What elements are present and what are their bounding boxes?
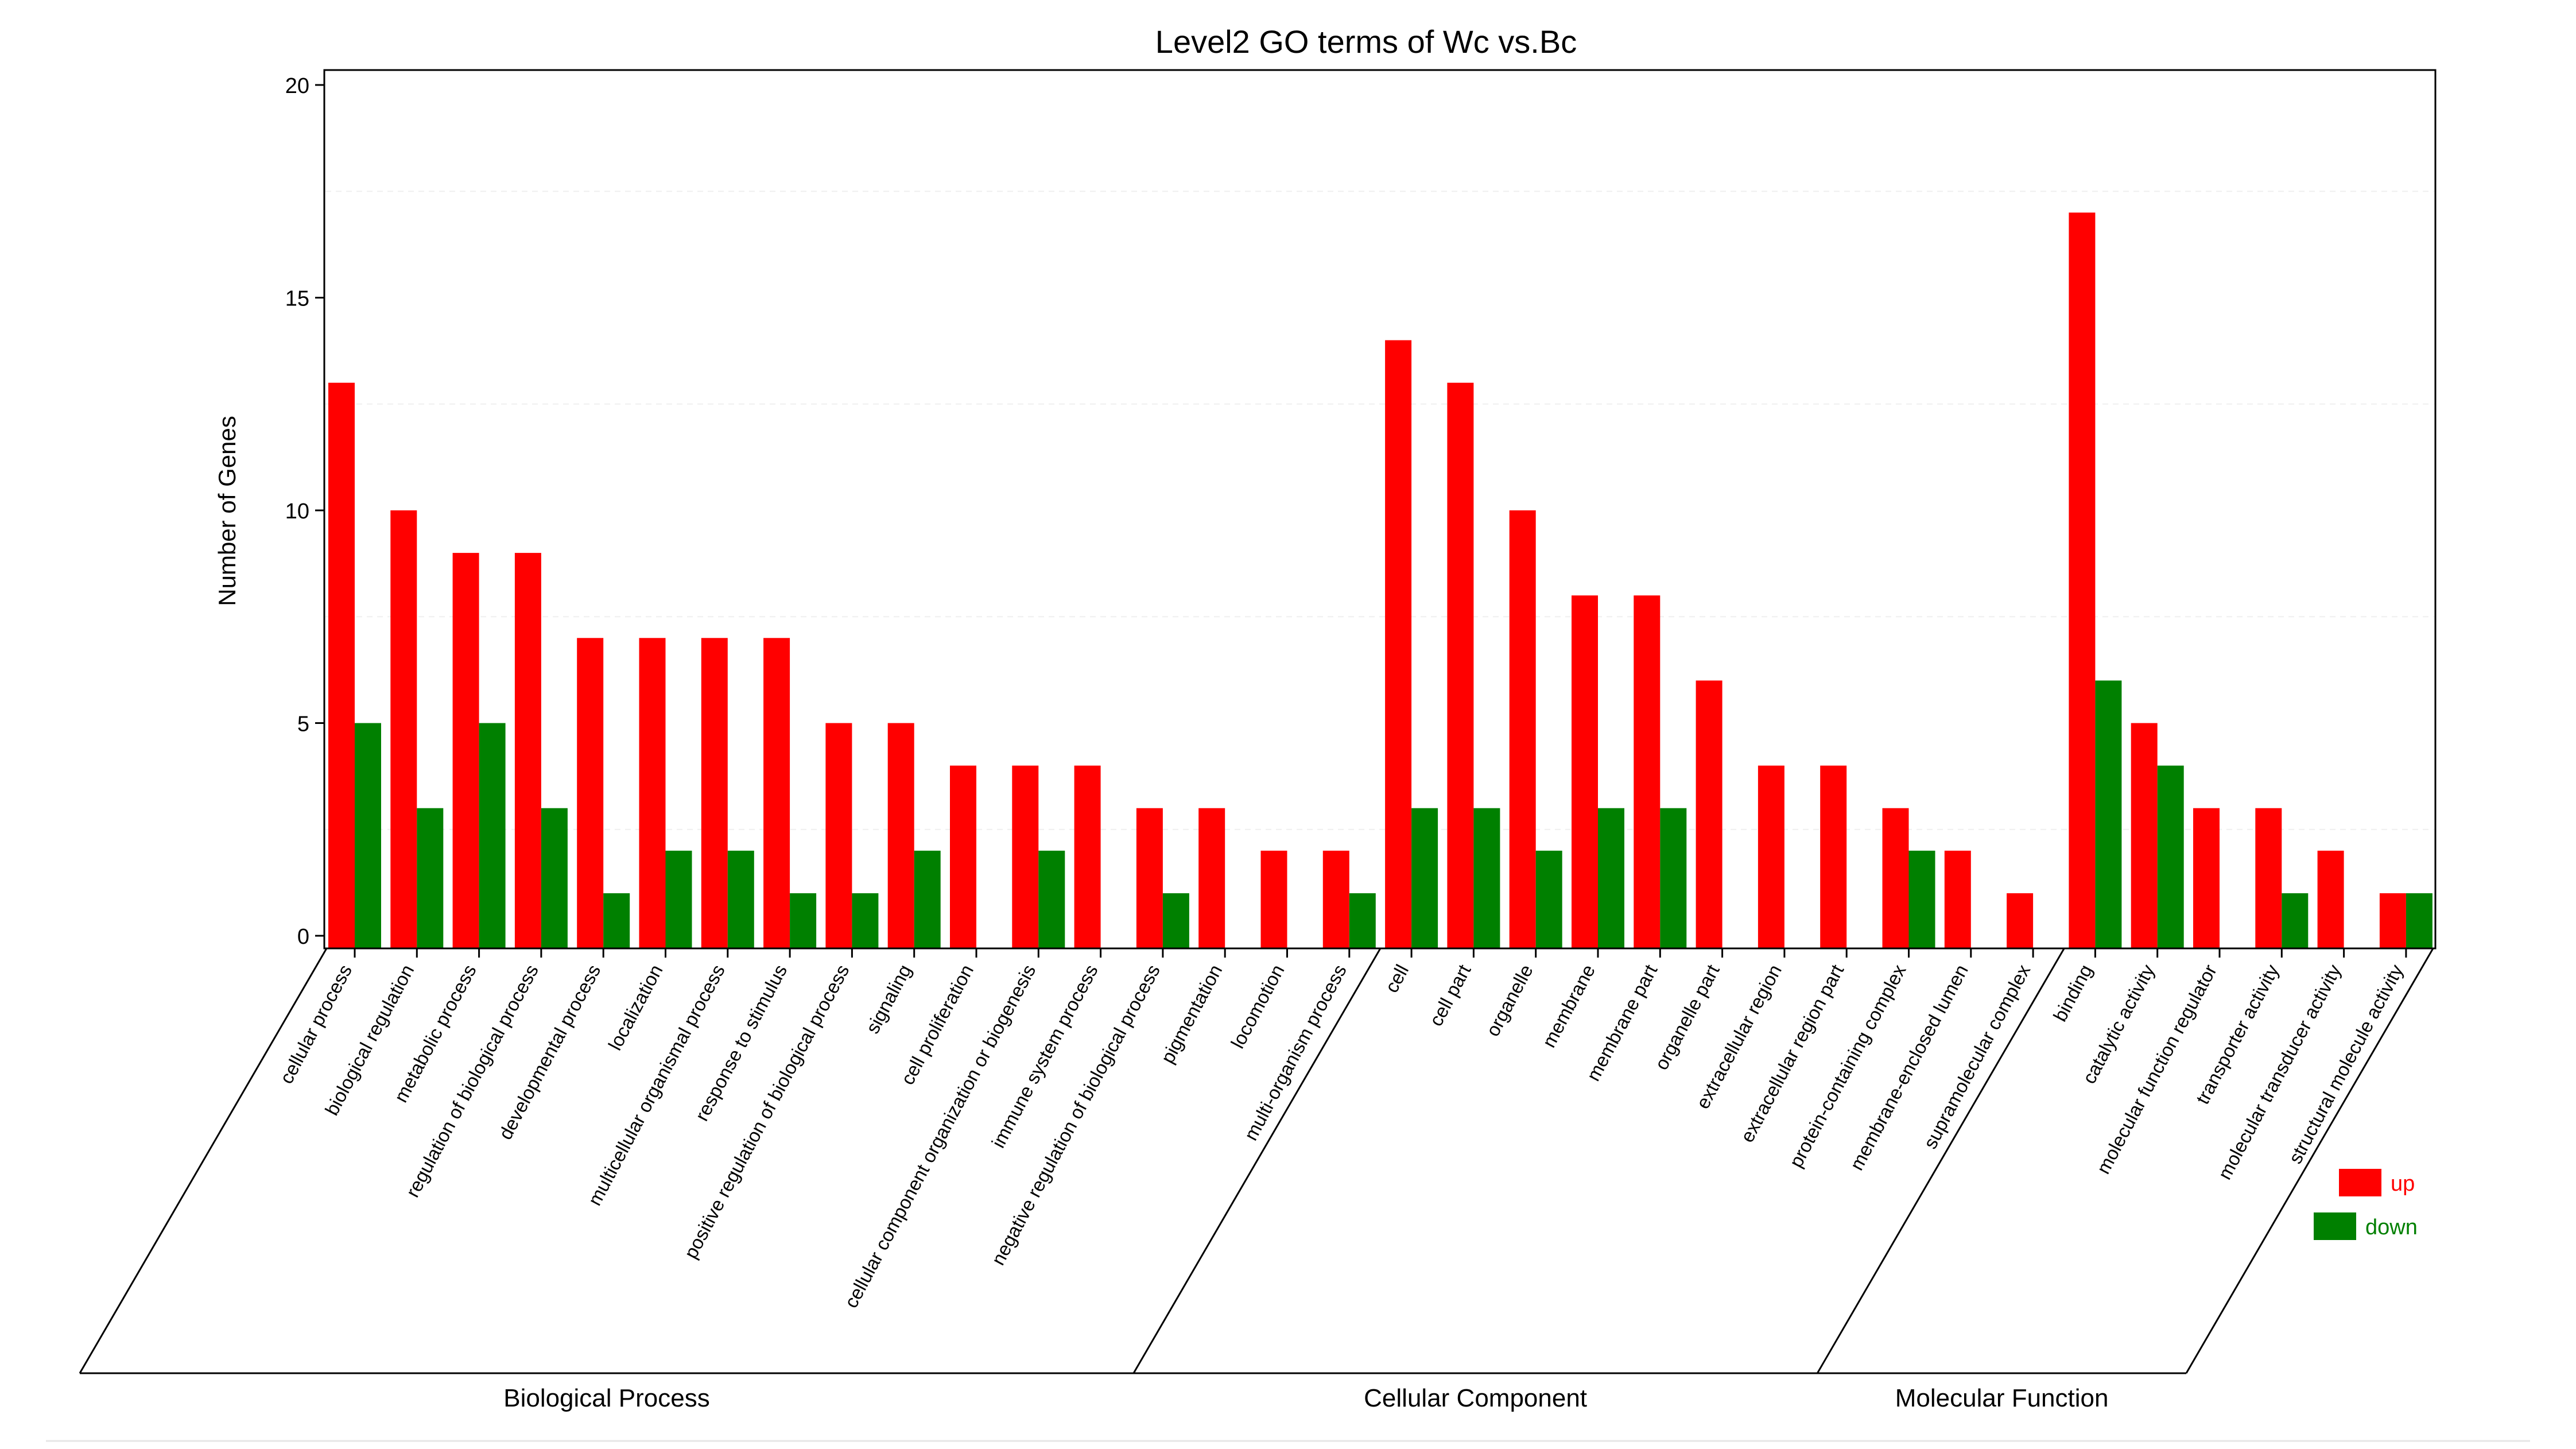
legend: up down: [2314, 1169, 2418, 1240]
x-tick-label: protein-containing complex: [1785, 960, 1910, 1171]
bar-up: [1634, 595, 1661, 948]
bar-down: [541, 808, 568, 948]
group-label: Biological Process: [503, 1384, 710, 1412]
chart-title: Level2 GO terms of Wc vs.Bc: [1155, 24, 1577, 60]
x-tick-label: signaling: [862, 961, 915, 1037]
x-tick-label: organelle: [1481, 961, 1537, 1040]
bar-down: [2157, 765, 2184, 948]
group-divider: [1816, 948, 2065, 1374]
bar-up: [2193, 808, 2220, 948]
bar-down: [603, 893, 630, 948]
bar-up: [1944, 850, 1971, 948]
bar-down: [1349, 893, 1376, 948]
bar-down: [1660, 808, 1687, 948]
group-label: Cellular Component: [1364, 1384, 1587, 1412]
x-tick-label: membrane-enclosed lumen: [1846, 961, 1972, 1173]
group-divider: [2185, 948, 2434, 1374]
bar-up: [1572, 595, 1598, 948]
bar-up: [1509, 510, 1536, 948]
bar-up: [1260, 850, 1287, 948]
bar-up: [390, 510, 417, 948]
bar-up: [452, 553, 479, 948]
x-tick-label: cell part: [1425, 961, 1475, 1029]
bar-down: [417, 808, 444, 948]
y-tick-label: 20: [285, 74, 309, 98]
bar-up: [2131, 723, 2158, 948]
bar-down: [914, 850, 941, 948]
bar-up: [1012, 765, 1039, 948]
bar-up: [1136, 808, 1163, 948]
bar-up: [1758, 765, 1784, 948]
category-groups: Biological Process Cellular Component Mole…: [79, 948, 2434, 1412]
bar-down: [2406, 893, 2433, 948]
bar-up: [763, 638, 790, 948]
y-tick-label: 10: [285, 499, 309, 524]
bar-down: [1038, 850, 1065, 948]
x-tick-label: regulation of biological process: [402, 961, 542, 1200]
bar-up: [1820, 765, 1847, 948]
bar-down: [2282, 893, 2309, 948]
x-tick-label: supramolecular complex: [1919, 960, 2035, 1152]
bar-up: [1882, 808, 1909, 948]
y-tick-label: 5: [297, 712, 309, 737]
bar-down: [1473, 808, 1500, 948]
bar-up: [639, 638, 666, 948]
bar-down: [790, 893, 817, 948]
x-tick-label: membrane: [1538, 961, 1599, 1051]
bar-up: [1447, 382, 1474, 948]
bar-up: [2379, 893, 2406, 948]
bar-up: [1322, 850, 1349, 948]
bar-down: [1162, 893, 1189, 948]
bar-down: [1598, 808, 1624, 948]
bar-up: [2317, 850, 2344, 948]
bar-up: [1696, 680, 1722, 948]
bar-up: [514, 553, 541, 948]
group-divider: [79, 948, 328, 1374]
bar-up: [825, 723, 852, 948]
bar-down: [479, 723, 506, 948]
x-tick-label: pigmentation: [1157, 961, 1226, 1067]
legend-label-down: down: [2365, 1215, 2418, 1239]
x-tick-label: localization: [604, 961, 666, 1054]
bar-down: [665, 850, 692, 948]
x-tick-label: binding: [2049, 961, 2097, 1025]
bar-up: [328, 382, 355, 948]
bar-down: [852, 893, 879, 948]
x-tick-label: molecular function regulator: [2092, 961, 2221, 1177]
bar-up: [1198, 808, 1225, 948]
bar-up: [2255, 808, 2282, 948]
bar-up: [701, 638, 728, 948]
legend-label-up: up: [2391, 1172, 2415, 1196]
x-tick-label: locomotion: [1227, 961, 1289, 1052]
bar-up: [1074, 765, 1101, 948]
group-label: Molecular Function: [1895, 1384, 2109, 1412]
x-tick-label: molecular transducer activity: [2214, 960, 2345, 1183]
bar-up: [887, 723, 914, 948]
group-divider: [1132, 948, 1382, 1374]
bar-down: [355, 723, 381, 948]
bar-up: [950, 765, 976, 948]
x-tick-label: immune system process: [987, 961, 1102, 1151]
y-tick-label: 15: [285, 287, 309, 311]
x-tick-label: structural molecule activity: [2284, 960, 2408, 1167]
y-tick-label: 0: [297, 925, 309, 949]
legend-swatch-down: [2314, 1212, 2356, 1240]
bar-up: [2069, 212, 2096, 948]
axis-layer: 0 5 10 15 20: [285, 74, 2407, 958]
bar-down: [2095, 680, 2122, 948]
bar-up: [2007, 893, 2034, 948]
bar-down: [727, 850, 754, 948]
y-axis-label: Number of Genes: [214, 416, 240, 606]
x-tick-label: organelle part: [1650, 961, 1723, 1074]
x-tick-label: cell: [1380, 961, 1413, 996]
bar-down: [1908, 850, 1935, 948]
bar-up: [1385, 340, 1412, 948]
legend-swatch-up: [2339, 1169, 2381, 1196]
bar-down: [1411, 808, 1438, 948]
bar-up: [577, 638, 604, 948]
bars-layer: [328, 212, 2433, 948]
bar-down: [1535, 850, 1562, 948]
